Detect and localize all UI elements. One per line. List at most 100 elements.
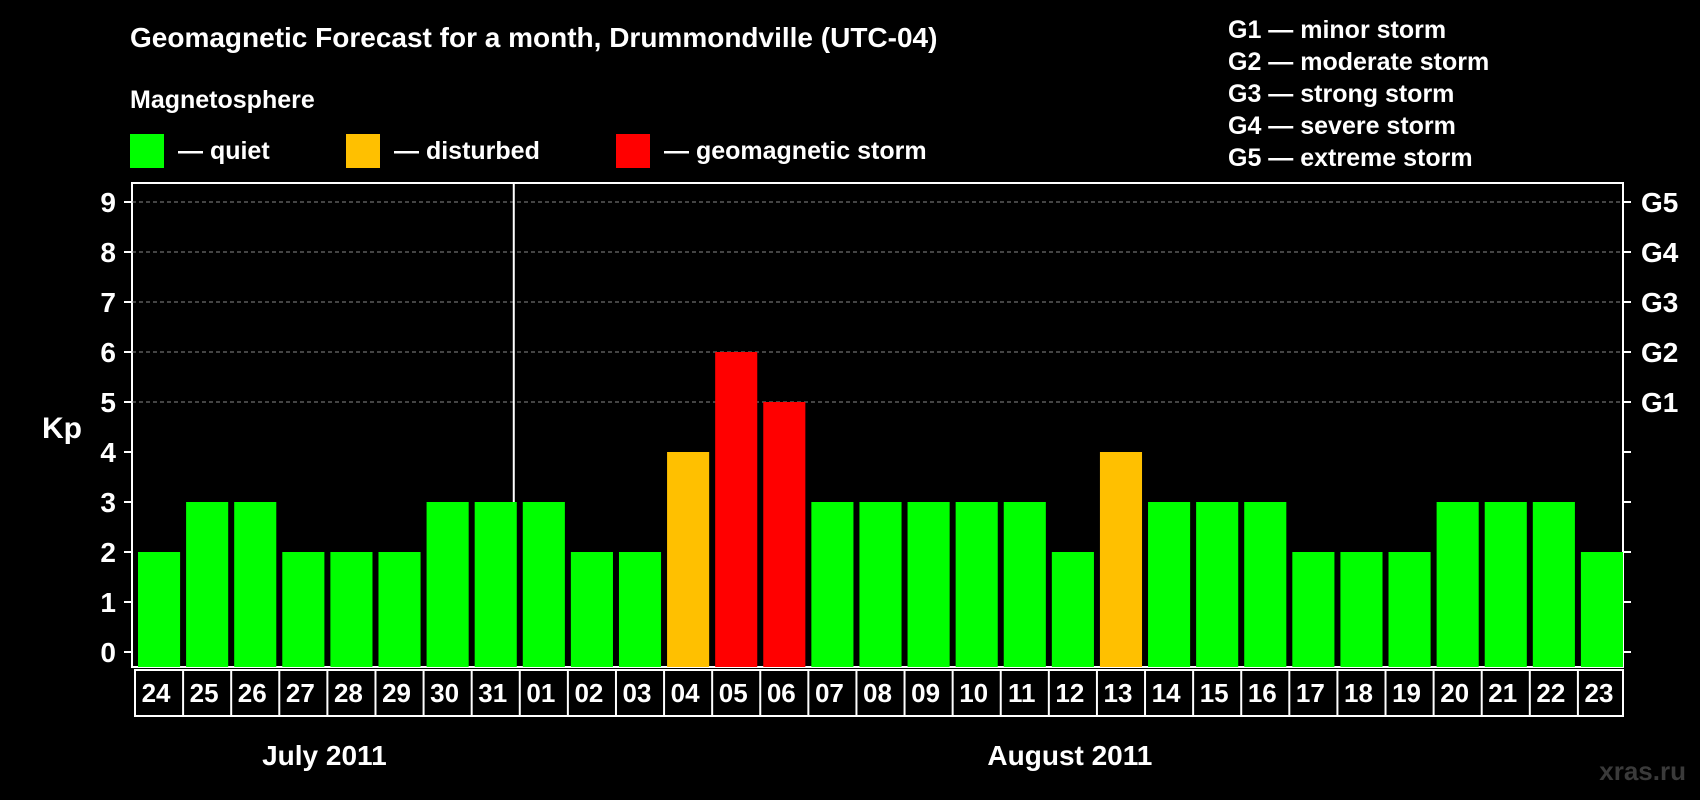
legend-label-storm: — geomagnetic storm [664, 136, 927, 165]
chart-title: Geomagnetic Forecast for a month, Drummo… [130, 22, 938, 53]
bar [1580, 552, 1623, 667]
bar [955, 502, 998, 667]
bar [186, 502, 229, 667]
x-tick-label: 31 [478, 678, 507, 708]
bar [474, 502, 517, 667]
bar [522, 502, 565, 667]
x-tick-label: 24 [142, 678, 171, 708]
bar [570, 552, 613, 667]
bar [811, 502, 854, 667]
storm-scale-g1: G1 — minor storm [1228, 16, 1447, 44]
x-tick-label: 16 [1248, 678, 1277, 708]
x-tick-label: 15 [1200, 678, 1229, 708]
g-scale-label: G3 [1641, 287, 1678, 318]
storm-scale-g3: G3 — strong storm [1228, 80, 1455, 108]
x-tick-label: 04 [671, 678, 700, 708]
legend-item-quiet: — quiet [130, 134, 270, 168]
bar [667, 452, 710, 667]
g-scale-label: G4 [1641, 237, 1679, 268]
y-tick-label: 2 [100, 537, 116, 568]
x-tick-label: 07 [815, 678, 844, 708]
x-tick-label: 26 [238, 678, 267, 708]
x-tick-label: 18 [1344, 678, 1373, 708]
x-tick-label: 28 [334, 678, 363, 708]
x-tick-label: 25 [190, 678, 219, 708]
legend-swatch-disturbed [346, 134, 380, 168]
x-tick-label: 14 [1152, 678, 1181, 708]
bar [1148, 502, 1191, 667]
x-tick-label: 06 [767, 678, 796, 708]
x-tick-label: 03 [623, 678, 652, 708]
x-tick-label: 30 [430, 678, 459, 708]
y-tick-label: 7 [100, 287, 116, 318]
bar [1292, 552, 1335, 667]
x-tick-label: 19 [1392, 678, 1421, 708]
bar [1244, 502, 1287, 667]
bar [1340, 552, 1383, 667]
bar [1484, 502, 1527, 667]
bar [907, 502, 950, 667]
storm-scale-g2: G2 — moderate storm [1228, 48, 1490, 76]
bar [1099, 452, 1143, 667]
x-tick-label: 23 [1584, 678, 1613, 708]
legend-label-disturbed: — disturbed [394, 136, 540, 165]
y-tick-label: 6 [100, 337, 116, 368]
bar [859, 502, 902, 667]
y-tick-label: 5 [100, 387, 116, 418]
bar [282, 552, 325, 667]
x-tick-label: 01 [526, 678, 555, 708]
x-tick-label: 13 [1104, 678, 1133, 708]
storm-scale-g5: G5 — extreme storm [1228, 144, 1473, 172]
y-tick-label: 1 [100, 587, 116, 618]
legend-item-disturbed: — disturbed [346, 134, 540, 168]
x-tick-label: 17 [1296, 678, 1325, 708]
g-scale-label: G1 [1641, 387, 1678, 418]
g-scale-label: G2 [1641, 337, 1678, 368]
bar [1196, 502, 1239, 667]
legend-swatch-quiet [130, 134, 164, 168]
bar [715, 352, 758, 667]
x-tick-label: 29 [382, 678, 411, 708]
bar [1532, 502, 1575, 667]
bar [330, 552, 373, 667]
bar [763, 402, 806, 667]
bar [1051, 552, 1094, 667]
y-tick-label: 3 [100, 487, 116, 518]
legend-swatch-storm [616, 134, 650, 168]
x-tick-label: 10 [959, 678, 988, 708]
watermark: xras.ru [1599, 756, 1686, 786]
month-label: August 2011 [987, 740, 1152, 771]
x-tick-label: 22 [1536, 678, 1565, 708]
bar [1436, 502, 1479, 667]
date-row-frame [134, 669, 1624, 717]
y-axis-label: Kp [42, 412, 82, 445]
bar [1003, 502, 1046, 667]
storm-scale-legend: G1 — minor storm G2 — moderate storm G3 … [1228, 14, 1489, 174]
legend-label-quiet: — quiet [178, 136, 270, 165]
bar [426, 502, 469, 667]
x-tick-label: 09 [911, 678, 940, 708]
x-tick-label: 20 [1440, 678, 1469, 708]
y-tick-label: 9 [100, 187, 116, 218]
bar [618, 552, 662, 667]
bar [378, 552, 421, 667]
bar [234, 502, 277, 667]
bar [1388, 552, 1431, 667]
g-scale-label: G5 [1641, 187, 1678, 218]
y-tick-label: 0 [100, 637, 116, 668]
storm-scale-g4: G4 — severe storm [1228, 112, 1456, 140]
month-label: July 2011 [262, 740, 387, 771]
bar [138, 552, 181, 667]
x-tick-label: 27 [286, 678, 315, 708]
x-tick-label: 21 [1488, 678, 1517, 708]
x-tick-label: 05 [719, 678, 748, 708]
x-tick-label: 11 [1008, 678, 1036, 708]
x-tick-label: 12 [1055, 678, 1084, 708]
legend-item-storm: — geomagnetic storm [616, 134, 927, 168]
x-tick-label: 02 [574, 678, 603, 708]
y-tick-label: 4 [100, 437, 116, 468]
y-tick-label: 8 [100, 237, 116, 268]
x-tick-label: 08 [863, 678, 892, 708]
legend-heading: Magnetosphere [130, 86, 315, 114]
